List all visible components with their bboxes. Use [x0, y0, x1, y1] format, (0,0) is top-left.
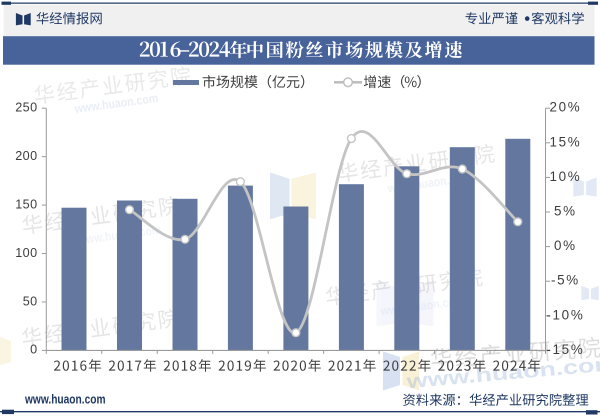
- svg-text:-5%: -5%: [551, 273, 580, 288]
- svg-text:20%: 20%: [549, 100, 581, 115]
- svg-text:150: 150: [15, 197, 37, 211]
- svg-text:100: 100: [15, 246, 37, 260]
- svg-text:50: 50: [23, 294, 38, 308]
- svg-text:-10%: -10%: [546, 307, 584, 322]
- svg-text:0%: 0%: [554, 238, 577, 253]
- svg-text:5%: 5%: [554, 204, 577, 219]
- svg-text:0: 0: [30, 343, 37, 357]
- svg-text:200: 200: [15, 149, 37, 163]
- svg-text:-15%: -15%: [546, 342, 584, 357]
- svg-text:15%: 15%: [549, 134, 581, 149]
- svg-text:www.huaon.com: www.huaon.com: [24, 393, 105, 407]
- svg-text:250: 250: [15, 101, 37, 115]
- svg-text:10%: 10%: [549, 169, 581, 184]
